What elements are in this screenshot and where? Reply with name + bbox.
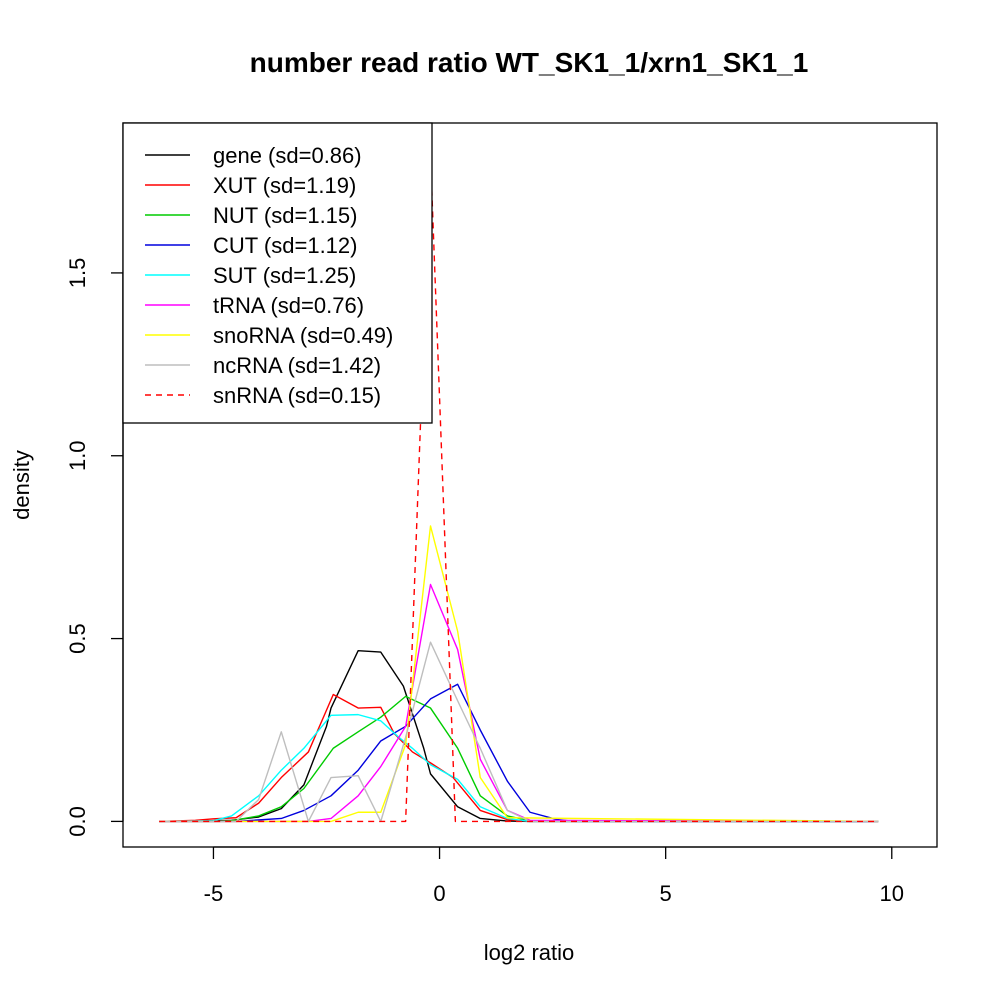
y-axis: 0.0 0.5 1.0 1.5 [65,258,124,837]
series-line-2 [159,695,879,823]
y-tick-label: 0.0 [65,806,90,837]
x-tick-label: 10 [880,881,904,906]
x-tick-label: 5 [660,881,672,906]
series-line-1 [159,693,879,823]
y-tick-label: 0.5 [65,623,90,654]
y-tick-label: 1.0 [65,440,90,471]
legend-label-6: snoRNA (sd=0.49) [213,323,393,348]
series-line-3 [159,683,879,823]
series-line-6 [159,525,879,823]
x-axis: -5 0 5 10 [204,846,904,906]
legend-label-0: gene (sd=0.86) [213,143,362,168]
x-tick-label: -5 [204,881,224,906]
legend-label-7: ncRNA (sd=1.42) [213,353,381,378]
legend: gene (sd=0.86) XUT (sd=1.19) NUT (sd=1.15)… [122,122,433,424]
series-line-8 [159,155,879,823]
series-line-0 [159,649,879,823]
chart-title: number read ratio WT_SK1_1/xrn1_SK1_1 [250,47,809,78]
series-layer [159,155,879,823]
legend-label-4: SUT (sd=1.25) [213,263,356,288]
legend-label-8: snRNA (sd=0.15) [213,383,381,408]
x-axis-label: log2 ratio [484,940,575,965]
y-tick-label: 1.5 [65,258,90,289]
legend-label-3: CUT (sd=1.12) [213,233,357,258]
legend-label-2: NUT (sd=1.15) [213,203,357,228]
legend-box [122,122,433,424]
x-tick-label: 0 [433,881,445,906]
y-axis-label: density [9,450,34,520]
series-line-4 [159,713,879,823]
legend-label-5: tRNA (sd=0.76) [213,293,364,318]
legend-label-1: XUT (sd=1.19) [213,173,356,198]
